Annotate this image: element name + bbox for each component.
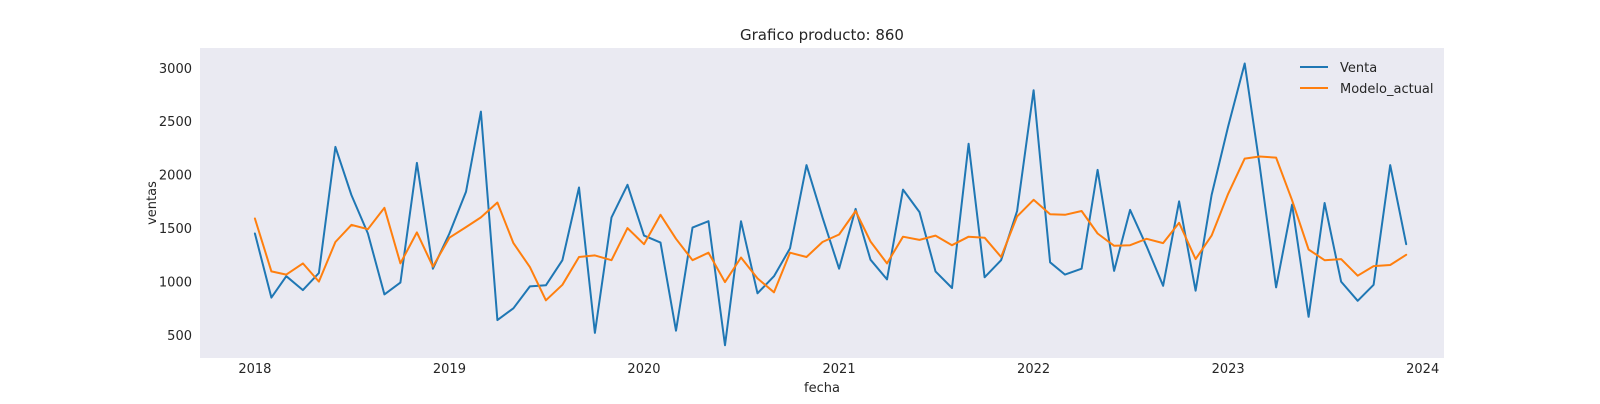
- series-layer: [253, 62, 1408, 347]
- x-tick-label: 2022: [1017, 362, 1050, 377]
- legend-label-modelo_actual: Modelo_actual: [1340, 82, 1434, 97]
- y-tick-label: 3000: [159, 62, 192, 77]
- y-axis-ticks: 500 1000 1500 2000 2500 3000: [159, 62, 192, 344]
- y-axis-label: ventas: [145, 181, 160, 225]
- y-tick-label: 500: [167, 329, 192, 344]
- y-tick-label: 1500: [159, 222, 192, 237]
- x-tick-label: 2020: [627, 362, 660, 377]
- x-tick-label: 2023: [1212, 362, 1245, 377]
- y-tick-label: 2500: [159, 115, 192, 130]
- x-tick-label: 2019: [433, 362, 466, 377]
- chart-title: Grafico producto: 860: [740, 26, 904, 44]
- legend-label-venta: Venta: [1340, 61, 1377, 76]
- x-axis-label: fecha: [804, 381, 840, 396]
- x-axis-ticks: 2018 2019 2020 2021 2022 2023 2024: [238, 362, 1439, 377]
- series-line-modelo_actual: [253, 155, 1408, 302]
- x-tick-label: 2018: [238, 362, 271, 377]
- plot-area: [200, 48, 1444, 358]
- y-tick-label: 2000: [159, 169, 192, 184]
- x-tick-label: 2024: [1406, 362, 1439, 377]
- legend: Venta Modelo_actual: [1300, 61, 1434, 97]
- series-line-venta: [253, 62, 1408, 347]
- y-tick-label: 1000: [159, 276, 192, 291]
- x-tick-label: 2021: [823, 362, 856, 377]
